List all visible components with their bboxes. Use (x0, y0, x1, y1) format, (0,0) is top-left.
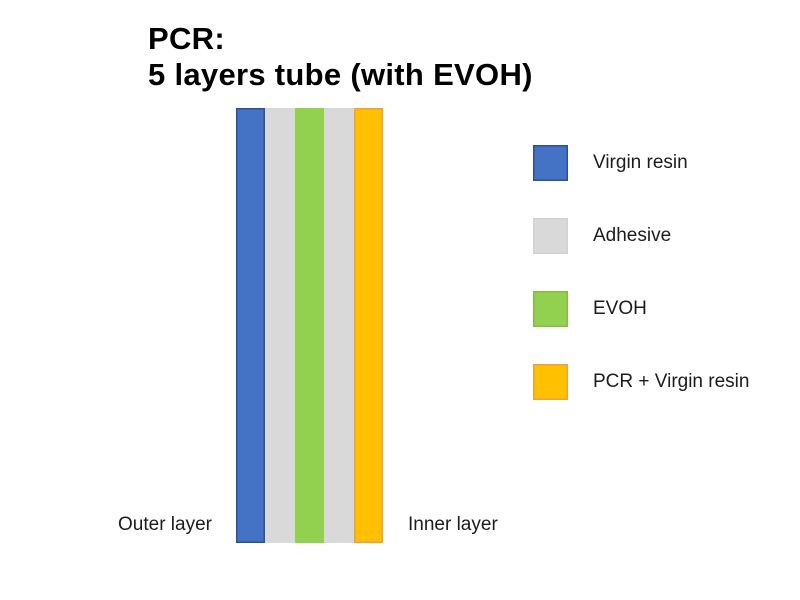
page-title: PCR: 5 layers tube (with EVOH) (148, 21, 533, 93)
legend-label-virgin-resin: Virgin resin (593, 152, 688, 173)
legend-swatch-pcr-virgin-resin (533, 364, 568, 400)
legend-swatch-adhesive (533, 218, 568, 254)
legend-item-virgin-resin: Virgin resin (533, 145, 749, 181)
tube-layer-adhesive (265, 108, 295, 543)
legend-label-evoh: EVOH (593, 298, 647, 319)
legend: Virgin resin Adhesive EVOH PCR + Virgin res… (533, 145, 749, 400)
tube-layer-virgin-resin (236, 108, 266, 543)
legend-label-pcr-virgin-resin: PCR + Virgin resin (593, 371, 750, 392)
legend-label-adhesive: Adhesive (593, 225, 672, 246)
outer-layer-label: Outer layer (118, 514, 212, 535)
inner-layer-label: Inner layer (408, 514, 498, 535)
tube-layer-pcr-virgin-resin (353, 108, 384, 543)
tube-layer-adhesive-2 (324, 108, 354, 543)
legend-item-pcr-virgin-resin: PCR + Virgin resin (533, 364, 749, 400)
legend-item-adhesive: Adhesive (533, 218, 749, 254)
legend-swatch-virgin-resin (533, 145, 568, 181)
legend-swatch-evoh (533, 291, 568, 327)
tube-layer-evoh (294, 108, 325, 543)
title-line-2: 5 layers tube (with EVOH) (148, 57, 533, 92)
title-line-1: PCR: (148, 21, 225, 56)
tube-layers-diagram (236, 108, 384, 543)
legend-item-evoh: EVOH (533, 291, 749, 327)
